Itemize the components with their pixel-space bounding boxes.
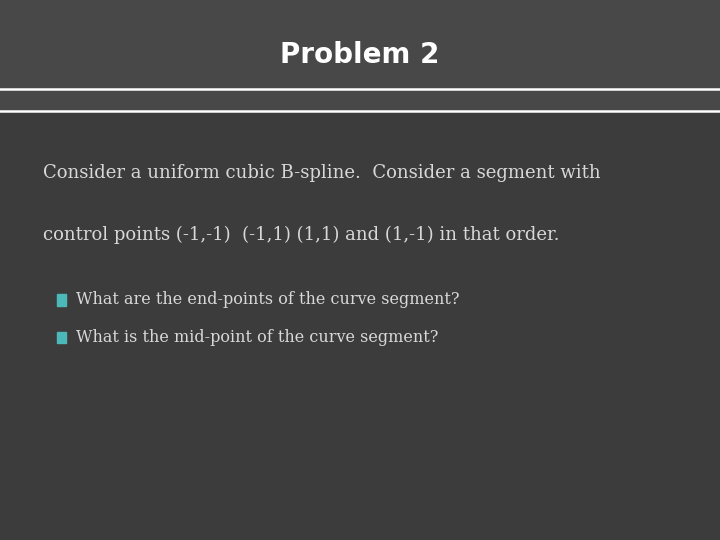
Text: Problem 2: Problem 2 bbox=[280, 42, 440, 69]
Bar bbox=[57, 294, 66, 306]
Bar bbox=[57, 332, 66, 343]
Text: Consider a uniform cubic B-spline.  Consider a segment with: Consider a uniform cubic B-spline. Consi… bbox=[43, 164, 600, 182]
Bar bbox=[0, 0, 720, 111]
Text: What is the mid-point of the curve segment?: What is the mid-point of the curve segme… bbox=[76, 329, 438, 346]
Text: What are the end-points of the curve segment?: What are the end-points of the curve seg… bbox=[76, 291, 459, 308]
Text: control points (-1,-1)  (-1,1) (1,1) and (1,-1) in that order.: control points (-1,-1) (-1,1) (1,1) and … bbox=[43, 226, 559, 244]
